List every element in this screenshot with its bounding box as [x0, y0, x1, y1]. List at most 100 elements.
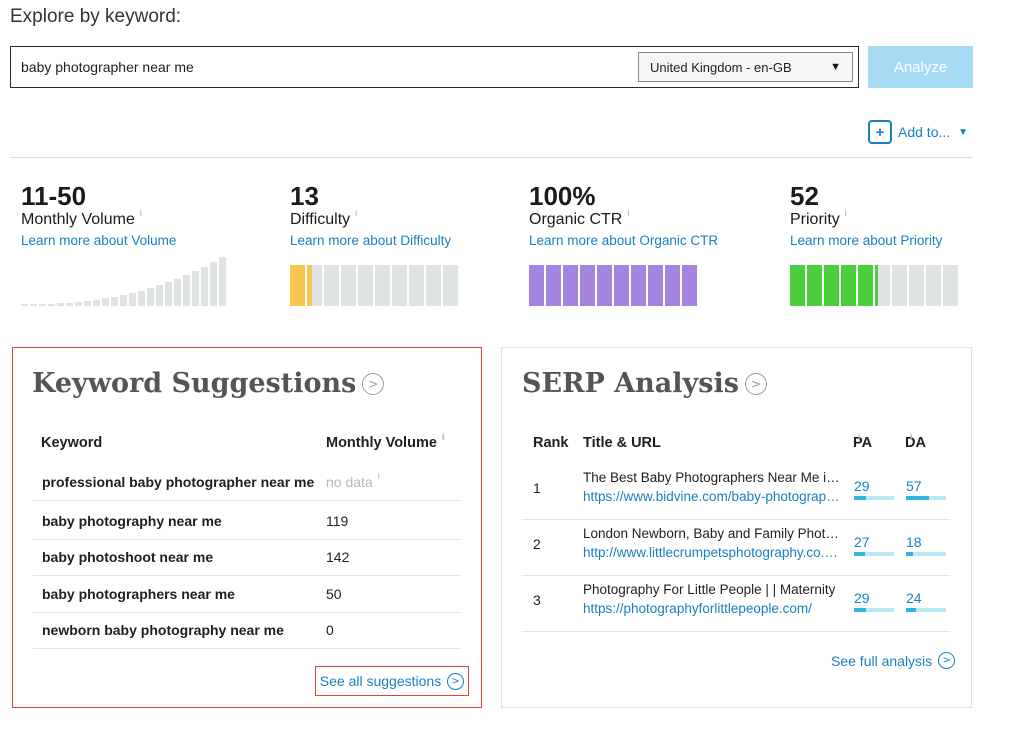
- row-title: London Newborn, Baby and Family Photogra…: [583, 526, 841, 541]
- volume-trend-bar: [66, 303, 73, 306]
- table-row[interactable]: newborn baby photography near me 0: [33, 612, 461, 649]
- da-score-fill: [906, 496, 929, 500]
- volume-trend-bars: [21, 257, 226, 306]
- volume-label: Monthly Volume: [21, 211, 135, 228]
- page-title: Explore by keyword:: [10, 6, 182, 27]
- info-icon[interactable]: i: [139, 208, 142, 218]
- score-segment: [790, 265, 805, 306]
- score-segment: [546, 265, 561, 306]
- volume-trend-bar: [147, 288, 154, 306]
- divider: [10, 157, 973, 158]
- score-segment: [307, 265, 322, 306]
- row-title: Photography For Little People | | Matern…: [583, 582, 836, 597]
- info-icon[interactable]: i: [910, 432, 913, 442]
- row-keyword: professional baby photographer near me: [42, 474, 315, 490]
- col-title-url: Title & URL: [583, 435, 661, 451]
- da-score: 18: [906, 534, 946, 556]
- row-url-link[interactable]: http://www.littlecrumpetsphotography.co.…: [583, 545, 841, 560]
- score-segment: [529, 265, 544, 306]
- volume-trend-bar: [120, 295, 127, 306]
- volume-trend-bar: [75, 302, 82, 306]
- pa-value: 29: [854, 590, 870, 606]
- score-segment: [631, 265, 646, 306]
- info-icon[interactable]: i: [627, 208, 630, 218]
- see-all-suggestions-link[interactable]: See all suggestions >: [315, 666, 469, 696]
- da-score: 24: [906, 590, 946, 612]
- serp-analysis-title: SERP Analysis >: [522, 368, 767, 399]
- info-icon[interactable]: i: [355, 208, 358, 218]
- pa-value: 27: [854, 534, 870, 550]
- volume-learn-more-link[interactable]: Learn more about Volume: [21, 233, 177, 248]
- info-icon[interactable]: i: [441, 432, 445, 442]
- col-da: DA: [905, 435, 926, 451]
- difficulty-learn-more-link[interactable]: Learn more about Difficulty: [290, 233, 452, 248]
- table-row[interactable]: baby photography near me 119: [33, 503, 461, 540]
- table-row[interactable]: professional baby photographer near me n…: [33, 464, 461, 501]
- row-url-link[interactable]: https://www.bidvine.com/baby-photographe…: [583, 489, 841, 504]
- info-icon[interactable]: i: [858, 432, 861, 442]
- volume-trend-bar: [111, 297, 118, 306]
- serp-analysis-panel: SERP Analysis > Rank Title & URL PA i DA…: [501, 347, 972, 708]
- info-icon[interactable]: i: [844, 208, 847, 218]
- info-icon[interactable]: i: [377, 471, 380, 481]
- locale-select[interactable]: United Kingdom - en-GB ▼: [638, 52, 853, 82]
- pa-score: 27: [854, 534, 894, 556]
- row-volume: no data: [326, 474, 373, 490]
- metric-difficulty: 13 Difficulty i Learn more about Difficu…: [290, 181, 451, 248]
- table-row: 2 London Newborn, Baby and Family Photog…: [522, 520, 950, 576]
- da-value: 24: [906, 590, 922, 606]
- metric-organic-ctr: 100% Organic CTR i Learn more about Orga…: [529, 181, 718, 248]
- keyword-search-input[interactable]: [11, 47, 631, 87]
- row-keyword: newborn baby photography near me: [42, 622, 284, 638]
- score-segment: [858, 265, 873, 306]
- volume-trend-bar: [39, 304, 46, 306]
- keyword-suggestions-panel: Keyword Suggestions > Keyword Monthly Vo…: [12, 347, 482, 708]
- score-segment: [648, 265, 663, 306]
- row-keyword: baby photographers near me: [42, 586, 235, 602]
- score-segment: [597, 265, 612, 306]
- priority-learn-more-link[interactable]: Learn more about Priority: [790, 233, 943, 248]
- da-score-fill: [906, 608, 916, 612]
- ctr-score-bar: [529, 265, 697, 306]
- see-full-analysis-link[interactable]: See full analysis >: [831, 652, 956, 669]
- row-rank: 1: [533, 480, 541, 496]
- priority-label: Priority: [790, 211, 840, 228]
- score-segment: [892, 265, 907, 306]
- score-segment: [290, 265, 305, 306]
- circle-arrow-right-icon[interactable]: >: [362, 372, 385, 395]
- row-volume: 119: [326, 513, 349, 529]
- volume-trend-bar: [192, 271, 199, 306]
- table-row[interactable]: baby photoshoot near me 142: [33, 539, 461, 576]
- col-monthly-volume: Monthly Volume: [326, 435, 437, 451]
- volume-trend-bar: [219, 257, 226, 306]
- da-value: 57: [906, 478, 922, 494]
- score-segment: [563, 265, 578, 306]
- ctr-learn-more-link[interactable]: Learn more about Organic CTR: [529, 233, 719, 248]
- metric-volume: 11-50 Monthly Volume i Learn more about …: [21, 181, 176, 248]
- add-to-button[interactable]: + Add to... ▼: [868, 120, 968, 144]
- pa-score: 29: [854, 590, 894, 612]
- plus-icon: +: [868, 120, 892, 144]
- ctr-label: Organic CTR: [529, 211, 623, 228]
- metric-priority: 52 Priority i Learn more about Priority: [790, 181, 942, 248]
- analyze-button[interactable]: Analyze: [868, 46, 973, 88]
- pa-score: 29: [854, 478, 894, 500]
- col-rank: Rank: [533, 435, 569, 451]
- volume-trend-bar: [57, 303, 64, 306]
- row-volume: 0: [326, 622, 334, 638]
- score-segment: [943, 265, 958, 306]
- ctr-value: 100%: [529, 181, 596, 211]
- table-row[interactable]: baby photographers near me 50: [33, 576, 461, 613]
- pa-score-fill: [854, 552, 865, 556]
- volume-trend-bar: [48, 304, 55, 306]
- score-segment: [341, 265, 356, 306]
- score-segment: [682, 265, 697, 306]
- caret-down-icon: ▼: [830, 61, 841, 73]
- volume-trend-bar: [93, 300, 100, 306]
- row-keyword: baby photography near me: [42, 513, 222, 529]
- volume-trend-bar: [84, 301, 91, 306]
- volume-trend-bar: [129, 293, 136, 306]
- row-url-link[interactable]: https://photographyforlittlepeople.com/: [583, 601, 812, 616]
- circle-arrow-right-icon[interactable]: >: [744, 372, 767, 395]
- col-keyword: Keyword: [41, 435, 103, 451]
